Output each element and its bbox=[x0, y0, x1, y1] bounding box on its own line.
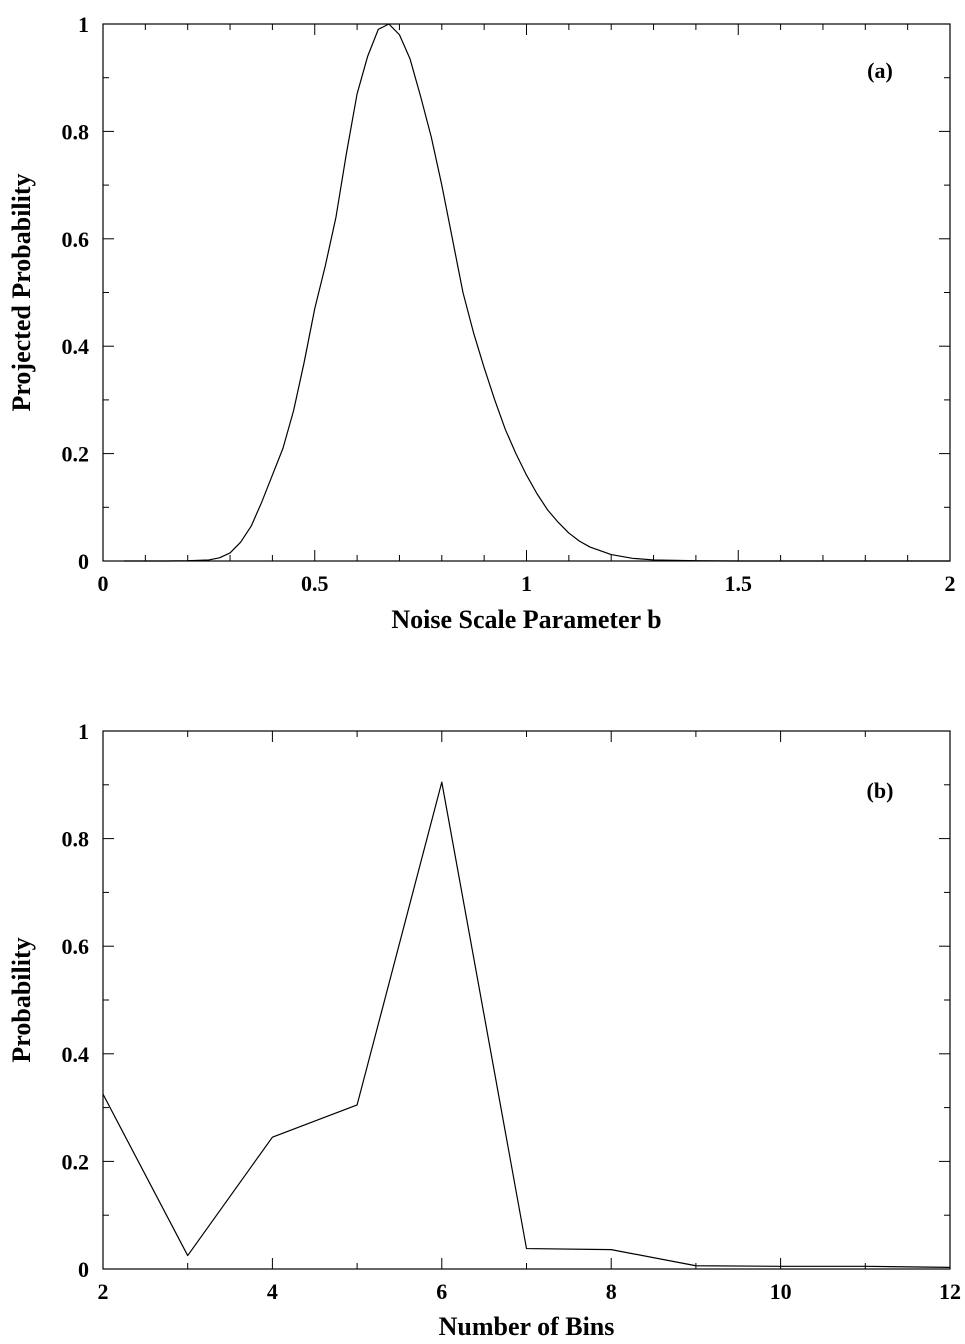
x-axis-label: Noise Scale Parameter b bbox=[391, 605, 661, 634]
x-tick-label: 2 bbox=[98, 1279, 109, 1304]
y-tick-label: 1 bbox=[78, 12, 89, 37]
panel-annotation: (a) bbox=[867, 58, 893, 83]
x-tick-label: 1 bbox=[521, 571, 532, 596]
x-tick-label: 0.5 bbox=[301, 571, 329, 596]
panel-annotation: (b) bbox=[867, 778, 894, 803]
x-axis-label: Number of Bins bbox=[439, 1312, 615, 1341]
x-tick-label: 2 bbox=[945, 571, 956, 596]
x-tick-label: 8 bbox=[606, 1279, 617, 1304]
panel-b: 2 4 6 8 10 12 0 0.2 0.4 0.6 0.8 1 Number of Bins Prob… bbox=[7, 719, 961, 1341]
y-axis-label: Projected Probability bbox=[7, 173, 36, 411]
y-axis-label: Probability bbox=[7, 937, 36, 1062]
series-line bbox=[102, 781, 951, 1268]
series-line bbox=[124, 23, 950, 562]
panel-a: 0 0.5 1 1.5 2 0 0.2 0.4 0.6 0.8 1 Noise Scale Param… bbox=[7, 12, 956, 634]
y-tick-label: 0 bbox=[78, 1257, 89, 1282]
y-tick-label: 0.4 bbox=[62, 1042, 90, 1067]
x-tick-label: 10 bbox=[770, 1279, 792, 1304]
x-tick-label: 4 bbox=[267, 1279, 278, 1304]
y-tick-label: 0.2 bbox=[62, 442, 90, 467]
x-tick-label: 12 bbox=[939, 1279, 961, 1304]
y-tick-label: 0 bbox=[78, 549, 89, 574]
y-tick-label: 0.8 bbox=[62, 827, 90, 852]
plot-frame bbox=[102, 730, 951, 1270]
y-tick-label: 1 bbox=[78, 719, 89, 744]
y-tick-label: 0.6 bbox=[62, 934, 90, 959]
y-tick-label: 0.8 bbox=[62, 119, 90, 144]
x-tick-label: 6 bbox=[436, 1279, 447, 1304]
x-tick-label: 1.5 bbox=[725, 571, 753, 596]
y-tick-label: 0.4 bbox=[62, 334, 90, 359]
x-tick-label: 0 bbox=[98, 571, 109, 596]
plot-frame bbox=[102, 23, 951, 562]
y-tick-label: 0.6 bbox=[62, 227, 90, 252]
y-tick-label: 0.2 bbox=[62, 1149, 90, 1174]
